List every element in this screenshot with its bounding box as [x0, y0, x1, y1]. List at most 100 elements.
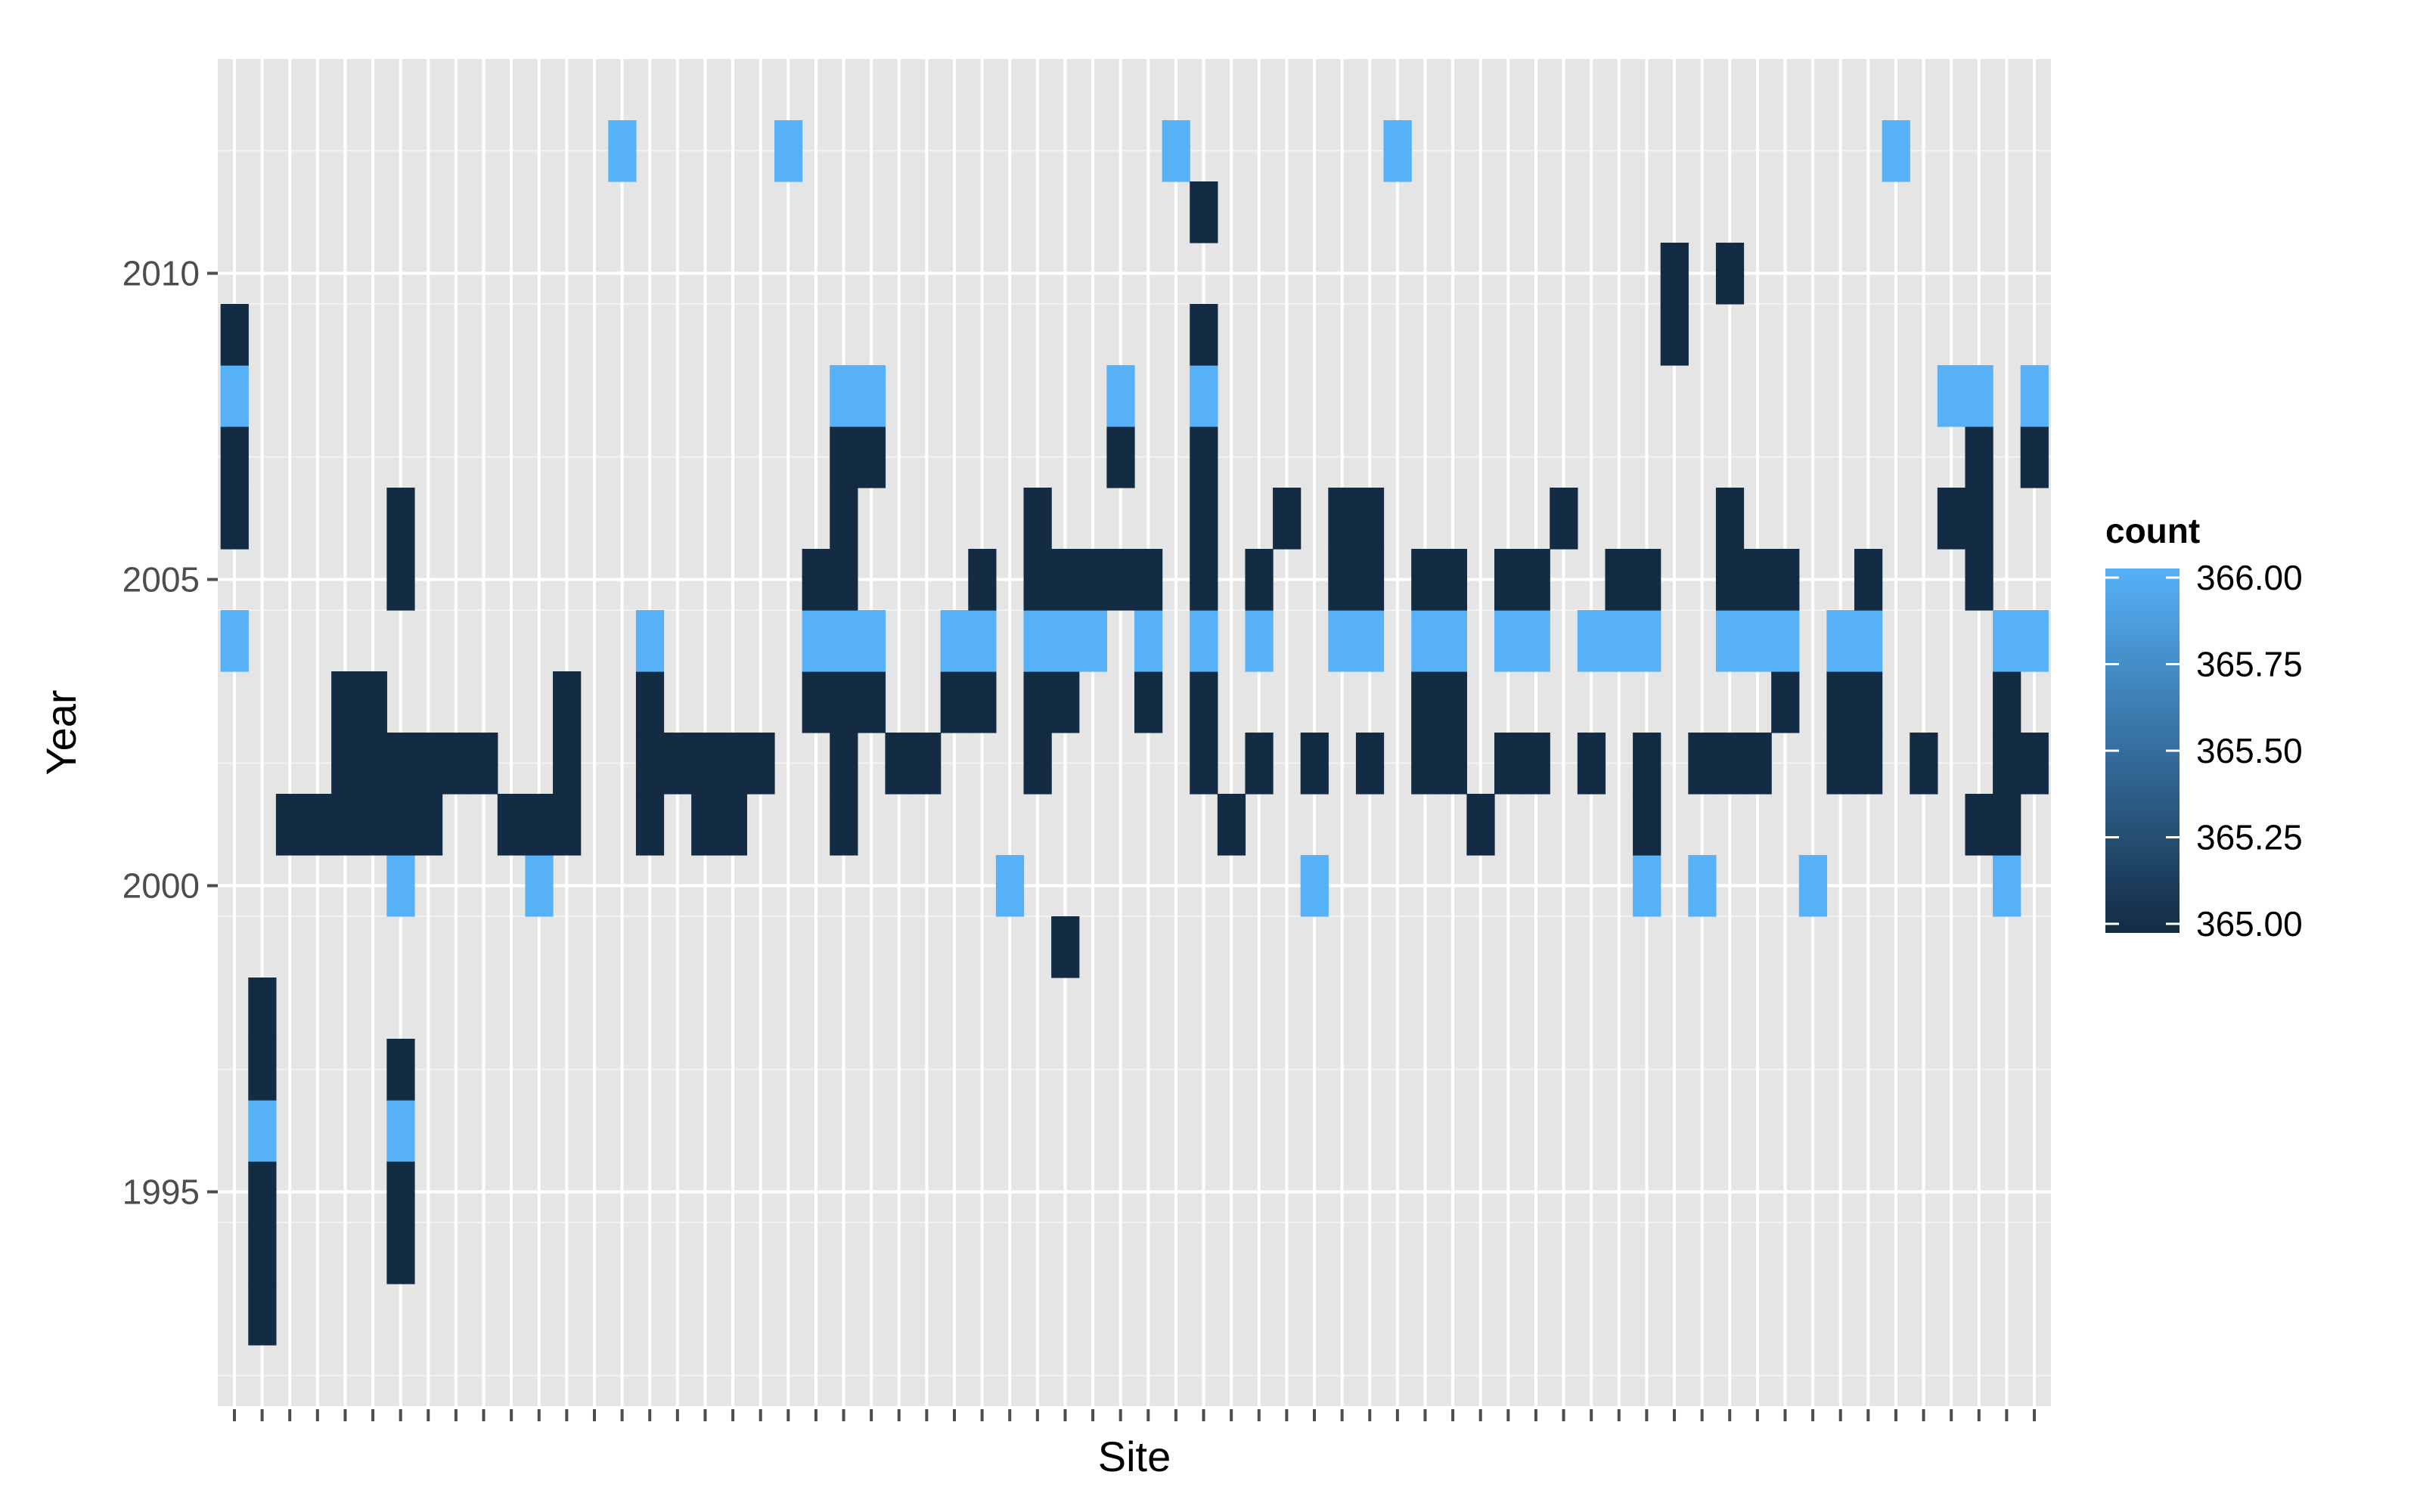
heatmap-cell: [1438, 549, 1467, 611]
heatmap-cell: [1355, 488, 1385, 550]
heatmap-cell: [830, 733, 858, 795]
heatmap-cell: [857, 365, 886, 427]
heatmap-cell: [220, 365, 249, 427]
y-tick-label: 2005: [123, 560, 200, 600]
heatmap-cell: [331, 794, 360, 856]
heatmap-cell: [386, 1222, 415, 1284]
heatmap-cell: [663, 733, 692, 795]
heatmap-cell: [1965, 794, 1993, 856]
heatmap-cell: [1910, 733, 1938, 795]
heatmap-cell: [386, 855, 415, 917]
heatmap-cell: [885, 733, 914, 795]
heatmap-cell: [1715, 549, 1745, 611]
heatmap-cell: [1633, 855, 1661, 917]
heatmap-cell: [1993, 733, 2021, 795]
heatmap-cell: [913, 733, 942, 795]
heatmap-cell: [220, 304, 249, 366]
heatmap-cell: [386, 1100, 415, 1162]
heatmap-cell: [1993, 610, 2021, 672]
heatmap-cell: [1438, 671, 1467, 733]
heatmap-cell: [2020, 733, 2049, 795]
heatmap-cell: [1798, 855, 1828, 917]
heatmap-cell: [1355, 549, 1385, 611]
heatmap-cell: [1993, 671, 2021, 733]
heatmap-cell: [718, 794, 747, 856]
heatmap-cell: [1965, 365, 1993, 427]
heatmap-cell: [331, 671, 360, 733]
heatmap-cell: [1190, 733, 1218, 795]
heatmap-cell: [1383, 120, 1412, 182]
heatmap-cell: [331, 733, 360, 795]
heatmap-cell: [2020, 365, 2049, 427]
heatmap-cell: [1411, 549, 1440, 611]
heatmap-cell: [1826, 671, 1855, 733]
legend-label: 365.75: [2196, 645, 2303, 684]
heatmap-cell: [1965, 549, 1993, 611]
heatmap-cell: [1715, 733, 1745, 795]
heatmap-cell: [635, 733, 665, 795]
legend-ticks: 366.00 365.75 365.50 365.25 365.00: [2105, 558, 2303, 943]
heatmap-cell: [1743, 549, 1772, 611]
heatmap-cell: [635, 671, 665, 733]
heatmap-cell: [830, 794, 858, 856]
heatmap-cell: [968, 610, 997, 672]
heatmap-cell: [1466, 794, 1495, 856]
heatmap-cell: [1743, 733, 1772, 795]
heatmap-cell: [968, 549, 997, 611]
heatmap-cell: [1993, 794, 2021, 856]
heatmap-cell: [248, 1161, 277, 1223]
legend-label: 365.50: [2196, 731, 2303, 770]
heatmap-cell: [802, 610, 830, 672]
heatmap-cell: [1854, 671, 1883, 733]
heatmap-cell: [1245, 610, 1274, 672]
heatmap-cell: [1937, 488, 1966, 550]
legend-label: 365.00: [2196, 904, 2303, 943]
axes: 1995 2000 2005 2010: [123, 254, 2037, 1421]
heatmap-cell: [1190, 304, 1218, 366]
heatmap-cell: [1633, 794, 1661, 856]
heatmap-cell: [220, 488, 249, 550]
heatmap-cell: [1411, 610, 1440, 672]
heatmap-cell: [1522, 733, 1550, 795]
heatmap-cell: [1162, 120, 1190, 182]
heatmap-cell: [1882, 120, 1910, 182]
heatmap-cell: [635, 610, 665, 672]
heatmap-cell: [248, 1100, 277, 1162]
heatmap-cell: [386, 733, 415, 795]
heatmap-cell: [1051, 549, 1080, 611]
legend: count 366.00 365.75 365.50 365.25 365.00: [2105, 511, 2303, 943]
heatmap-cell: [1660, 243, 1689, 305]
y-axis-title: Year: [37, 689, 85, 775]
heatmap-cell: [1854, 549, 1883, 611]
heatmap-cell: [830, 488, 858, 550]
heatmap-cell: [1688, 733, 1717, 795]
heatmap-cell: [802, 549, 830, 611]
heatmap-cell: [1078, 610, 1107, 672]
heatmap-cell: [1715, 610, 1745, 672]
heatmap-cell: [1190, 549, 1218, 611]
heatmap-cell: [1826, 733, 1855, 795]
heatmap-cell: [1134, 549, 1163, 611]
heatmap-cell: [1190, 181, 1218, 243]
heatmap-cell: [1355, 733, 1385, 795]
heatmap-cell: [968, 671, 997, 733]
heatmap-cell: [2020, 610, 2049, 672]
heatmap-cell: [553, 794, 582, 856]
heatmap-cell: [1411, 671, 1440, 733]
heatmap-cell: [1688, 855, 1717, 917]
heatmap-cell: [1633, 610, 1661, 672]
heatmap-cell: [1190, 426, 1218, 488]
heatmap-cell: [1411, 733, 1440, 795]
heatmap-cell: [1106, 426, 1135, 488]
heatmap-cell: [1854, 610, 1883, 672]
heatmap-cell: [386, 1039, 415, 1101]
heatmap-cell: [1051, 671, 1080, 733]
heatmap-cell: [414, 733, 443, 795]
heatmap-cell: [1300, 733, 1329, 795]
legend-title: count: [2105, 511, 2200, 550]
heatmap-cell: [275, 794, 305, 856]
heatmap-cell: [1494, 733, 1523, 795]
heatmap-cell: [358, 733, 387, 795]
heatmap-cell: [1826, 610, 1855, 672]
heatmap-cell: [1633, 549, 1661, 611]
